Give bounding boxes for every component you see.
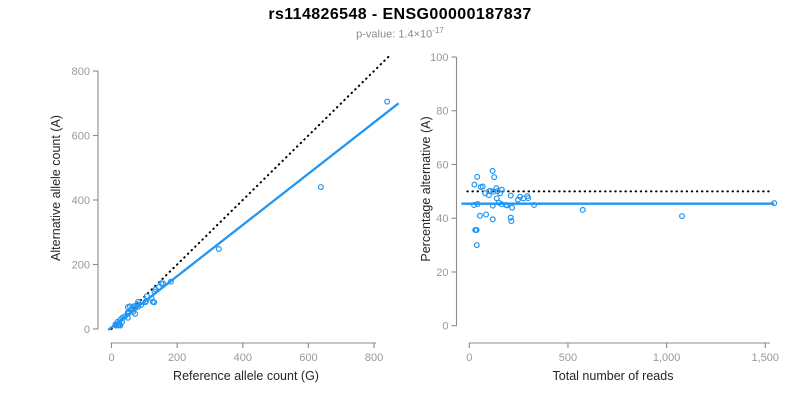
data-point	[471, 181, 478, 188]
x-tick-label: 0	[466, 352, 472, 364]
data-point	[503, 202, 510, 209]
pvalue-exponent: -17	[432, 26, 444, 36]
data-point	[479, 183, 486, 190]
data-point	[489, 167, 496, 174]
left-scatter-plot: 0 200 400 600 800 0 200 400 600 800 Reference alle…	[49, 53, 400, 383]
data-point	[384, 98, 391, 105]
y-tick-label: 200	[72, 259, 90, 271]
data-point	[160, 280, 167, 287]
expected-50pct-identity-line	[110, 53, 392, 330]
y-tick-label: 60	[436, 159, 448, 171]
data-point	[117, 322, 124, 329]
x-tick-label: 400	[234, 352, 252, 364]
figure-title: rs114826548 - ENSG00000187837	[268, 6, 532, 23]
data-point	[317, 184, 324, 191]
x-tick-label: 1,000	[653, 352, 681, 364]
data-point	[138, 302, 145, 309]
data-point	[487, 187, 494, 194]
right-scatter-plot: 0 20 40 60 80 100 0 500 1,000 1,500 Total number o…	[419, 52, 779, 383]
x-tick-label: 500	[559, 352, 577, 364]
data-point	[483, 211, 490, 218]
x-tick-label: 1,500	[752, 352, 780, 364]
y-tick-label: 400	[72, 195, 90, 207]
x-axis-title: Total number of reads	[553, 369, 674, 383]
y-tick-label: 100	[430, 52, 448, 64]
y-tick-label: 800	[72, 66, 90, 78]
data-point	[215, 246, 222, 253]
data-points	[471, 167, 778, 249]
data-point	[490, 188, 497, 195]
pvalue-text: p-value: 1.4×10	[356, 29, 433, 42]
data-point	[771, 200, 778, 207]
data-point	[167, 278, 174, 285]
data-point	[515, 196, 522, 203]
data-point	[135, 303, 142, 310]
data-point	[476, 212, 483, 219]
y-tick-label: 0	[442, 321, 448, 333]
data-point	[473, 227, 480, 234]
data-point	[151, 299, 158, 306]
data-point	[143, 293, 150, 300]
data-point	[509, 204, 516, 211]
data-point	[471, 202, 478, 209]
data-point	[155, 284, 162, 291]
axes: 0 200 400 600 800 0 200 400 600 800	[72, 66, 384, 364]
y-tick-label: 40	[436, 213, 448, 225]
x-axis-title: Reference allele count (G)	[173, 369, 319, 383]
data-point	[121, 313, 128, 320]
data-point	[124, 314, 131, 321]
figure-header: rs114826548 - ENSG00000187837 p-value: 1…	[0, 6, 800, 41]
x-tick-label: 0	[108, 352, 114, 364]
data-point	[498, 186, 505, 193]
data-point	[151, 288, 158, 295]
data-point	[507, 192, 514, 199]
data-point	[148, 295, 155, 302]
y-tick-label: 0	[84, 324, 90, 336]
x-tick-label: 800	[365, 352, 383, 364]
y-tick-label: 80	[436, 106, 448, 118]
axes: 0 20 40 60 80 100 0 500 1,000 1,500	[430, 52, 779, 364]
data-point	[579, 206, 586, 213]
data-point	[489, 216, 496, 223]
data-point	[489, 202, 496, 209]
data-point	[132, 310, 139, 317]
data-point	[491, 174, 498, 181]
figure-subtitle: p-value: 1.4×10-17	[0, 26, 800, 41]
y-tick-label: 600	[72, 130, 90, 142]
data-point	[474, 200, 481, 207]
data-point	[531, 202, 538, 209]
x-tick-label: 200	[168, 352, 186, 364]
data-point	[474, 173, 481, 180]
data-point	[679, 213, 686, 220]
data-point	[493, 185, 500, 192]
y-axis-title: Alternative allele count (A)	[49, 115, 63, 261]
y-tick-label: 20	[436, 267, 448, 279]
data-point	[473, 242, 480, 249]
data-point	[508, 218, 515, 225]
data-point	[525, 195, 532, 202]
data-points	[112, 98, 391, 329]
x-tick-label: 600	[299, 352, 317, 364]
data-point	[507, 214, 514, 221]
y-axis-title: Percentage alternative (A)	[419, 116, 433, 261]
